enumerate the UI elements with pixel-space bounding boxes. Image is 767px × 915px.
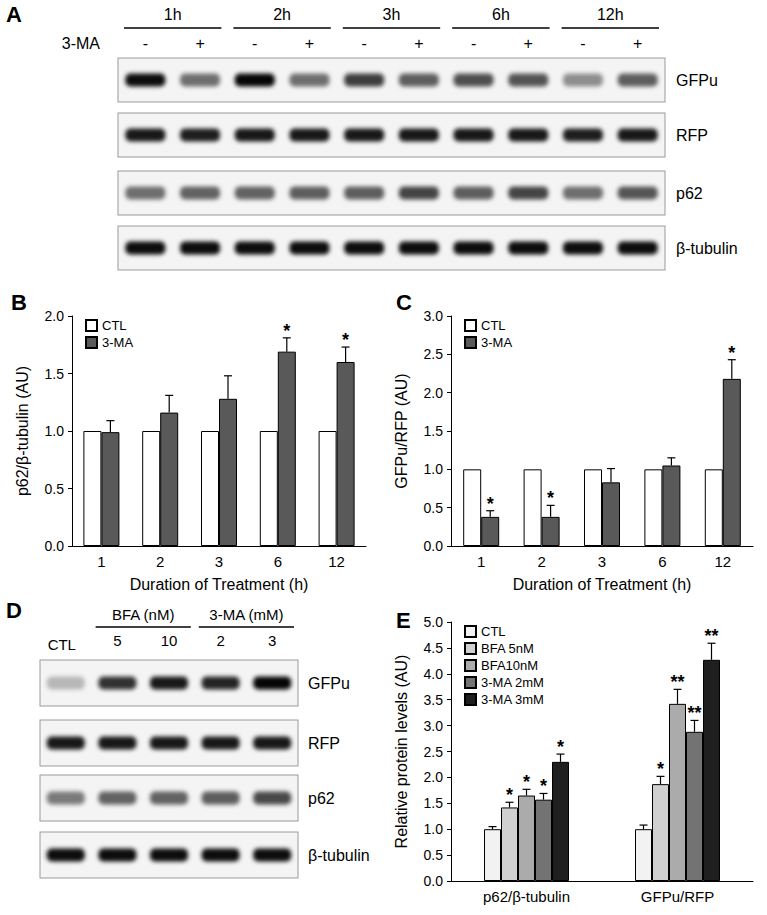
svg-text:1: 1 — [477, 553, 485, 570]
svg-text:10: 10 — [161, 632, 178, 649]
svg-text:2.0: 2.0 — [424, 769, 444, 785]
svg-text:3-MA: 3-MA — [62, 35, 101, 52]
svg-text:-: - — [252, 35, 257, 52]
svg-text:-: - — [471, 35, 476, 52]
svg-text:1h: 1h — [164, 6, 182, 23]
svg-text:2.5: 2.5 — [424, 744, 444, 760]
svg-text:0.0: 0.0 — [424, 873, 444, 889]
svg-text:+: + — [524, 35, 533, 52]
svg-text:1.0: 1.0 — [424, 821, 444, 837]
svg-text:0.5: 0.5 — [424, 847, 444, 863]
svg-text:A: A — [6, 2, 22, 27]
svg-text:1.0: 1.0 — [424, 461, 444, 477]
svg-text:0.0: 0.0 — [45, 538, 65, 554]
svg-text:0.5: 0.5 — [424, 500, 444, 516]
svg-text:**: ** — [670, 672, 684, 692]
svg-text:0.0: 0.0 — [424, 538, 444, 554]
svg-text:1.0: 1.0 — [45, 423, 65, 439]
svg-text:p62/β-tubulin (AU): p62/β-tubulin (AU) — [14, 366, 31, 496]
svg-text:+: + — [633, 35, 642, 52]
svg-text:*: * — [728, 343, 735, 363]
svg-text:Duration of Treatment (h): Duration of Treatment (h) — [130, 576, 309, 593]
svg-text:1.5: 1.5 — [45, 366, 65, 382]
svg-text:12h: 12h — [597, 6, 624, 23]
svg-text:**: ** — [687, 703, 701, 723]
svg-text:3: 3 — [215, 553, 223, 570]
svg-text:RFP: RFP — [308, 735, 340, 752]
svg-text:GFPu: GFPu — [308, 675, 350, 692]
svg-text:3: 3 — [268, 632, 276, 649]
svg-text:3-MA: 3-MA — [102, 335, 133, 350]
svg-text:*: * — [283, 321, 290, 341]
svg-text:3-MA: 3-MA — [481, 335, 512, 350]
svg-text:**: ** — [704, 626, 718, 646]
svg-text:β-tubulin: β-tubulin — [308, 847, 370, 864]
svg-text:C: C — [396, 290, 412, 315]
svg-text:CTL: CTL — [48, 636, 76, 653]
svg-text:*: * — [557, 737, 564, 757]
svg-text:3-MA 3mM: 3-MA 3mM — [481, 692, 544, 707]
svg-text:2: 2 — [216, 632, 224, 649]
svg-text:BFA (nM): BFA (nM) — [112, 606, 175, 623]
svg-text:-: - — [143, 35, 148, 52]
svg-text:*: * — [487, 494, 494, 514]
svg-text:5: 5 — [113, 632, 121, 649]
svg-text:Relative protein levels (AU): Relative protein levels (AU) — [393, 655, 410, 849]
svg-text:*: * — [342, 330, 349, 350]
svg-text:Duration of Treatment (h): Duration of Treatment (h) — [513, 576, 692, 593]
svg-text:3-MA (mM): 3-MA (mM) — [209, 606, 283, 623]
svg-text:4.0: 4.0 — [424, 666, 444, 682]
svg-text:GFPu/RFP: GFPu/RFP — [641, 888, 714, 905]
svg-text:B: B — [11, 290, 27, 315]
svg-text:p62/β-tubulin: p62/β-tubulin — [483, 888, 570, 905]
svg-text:3: 3 — [598, 553, 606, 570]
svg-text:+: + — [414, 35, 423, 52]
svg-text:6: 6 — [274, 553, 282, 570]
svg-text:GFPu/RFP (AU): GFPu/RFP (AU) — [393, 373, 410, 488]
svg-text:3-MA 2mM: 3-MA 2mM — [481, 675, 544, 690]
svg-text:6: 6 — [658, 553, 666, 570]
svg-text:CTL: CTL — [102, 318, 127, 333]
svg-text:12: 12 — [328, 553, 345, 570]
svg-text:CTL: CTL — [481, 318, 506, 333]
svg-text:1.5: 1.5 — [424, 423, 444, 439]
svg-text:3h: 3h — [383, 6, 401, 23]
svg-text:*: * — [657, 759, 664, 779]
svg-text:*: * — [540, 776, 547, 796]
svg-text:*: * — [523, 772, 530, 792]
svg-text:*: * — [506, 785, 513, 805]
svg-text:2: 2 — [537, 553, 545, 570]
svg-text:p62: p62 — [308, 790, 335, 807]
svg-text:RFP: RFP — [676, 127, 708, 144]
svg-text:1: 1 — [97, 553, 105, 570]
svg-text:+: + — [195, 35, 204, 52]
svg-text:CTL: CTL — [481, 624, 506, 639]
svg-text:2.0: 2.0 — [424, 385, 444, 401]
svg-text:2: 2 — [156, 553, 164, 570]
svg-text:β-tubulin: β-tubulin — [676, 240, 738, 257]
svg-text:5.0: 5.0 — [424, 614, 444, 630]
svg-text:2.5: 2.5 — [424, 346, 444, 362]
svg-text:p62: p62 — [676, 185, 703, 202]
svg-text:3.5: 3.5 — [424, 692, 444, 708]
svg-text:0.5: 0.5 — [45, 481, 65, 497]
svg-text:1.5: 1.5 — [424, 795, 444, 811]
svg-text:2.0: 2.0 — [45, 308, 65, 324]
svg-text:4.5: 4.5 — [424, 640, 444, 656]
svg-text:6h: 6h — [492, 6, 510, 23]
svg-text:E: E — [396, 608, 411, 633]
svg-text:2h: 2h — [273, 6, 291, 23]
svg-text:BFA10nM: BFA10nM — [481, 658, 538, 673]
svg-text:3.0: 3.0 — [424, 308, 444, 324]
svg-text:GFPu: GFPu — [676, 72, 718, 89]
svg-text:-: - — [580, 35, 585, 52]
svg-text:BFA 5nM: BFA 5nM — [481, 641, 534, 656]
svg-text:*: * — [547, 488, 554, 508]
svg-text:+: + — [305, 35, 314, 52]
svg-text:3.0: 3.0 — [424, 718, 444, 734]
svg-text:D: D — [6, 598, 22, 623]
svg-text:-: - — [361, 35, 366, 52]
svg-text:12: 12 — [714, 553, 731, 570]
